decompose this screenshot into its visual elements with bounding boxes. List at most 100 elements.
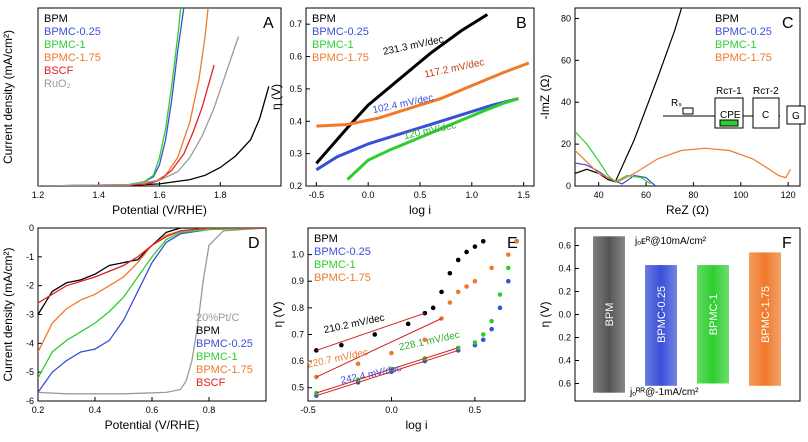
x-tick-label: 1.6 xyxy=(153,190,166,200)
legend-entry: BPMC-0.25 xyxy=(314,246,371,258)
data-point-BPM xyxy=(480,239,486,244)
series-line-BPMC-0.25 xyxy=(315,97,519,172)
tafel-annotation: 210.2 mV/dec xyxy=(323,312,386,336)
data-point-BPMC-1.75 xyxy=(506,252,511,257)
data-point-BPM xyxy=(455,257,461,263)
oer-condition-label: jₒᴇᴿ@10mA/cm² xyxy=(634,236,707,247)
tafel-annotation: 231.3 mV/dec xyxy=(382,34,445,58)
series-line-BPMC-0.25 xyxy=(575,162,656,186)
circuit-label: Rᴄᴛ-1 xyxy=(716,86,742,97)
fit-line xyxy=(316,318,442,378)
panel-letter: F xyxy=(782,235,792,252)
data-point-BPM xyxy=(439,289,444,295)
legend-entry: BPM xyxy=(196,325,220,337)
x-tick-label: 120 xyxy=(781,190,796,200)
panel-letter: D xyxy=(248,235,260,252)
data-point-BPMC-1.75 xyxy=(514,239,519,244)
bar-label: BPM xyxy=(604,303,616,327)
tafel-annotation: 242.4 mV/dec xyxy=(340,363,403,387)
orr-condition-label: jₒᴿᴿ@-1mA/cm² xyxy=(629,387,699,398)
y-tick-label: 0.7 xyxy=(291,329,304,339)
y-axis-label: Current density (mA/cm²) xyxy=(1,247,15,381)
data-point-BPMC-1.75 xyxy=(355,361,361,367)
series-line-BSCF xyxy=(38,228,266,304)
y-tick-label: 0.6 xyxy=(558,241,571,251)
series-line-BPMC-1 xyxy=(346,97,519,181)
c-block xyxy=(752,97,780,129)
data-point-BPMC-1.75 xyxy=(389,350,394,356)
data-point-BPM xyxy=(447,270,453,276)
x-tick-label: 0.5 xyxy=(414,190,427,200)
data-point-BPMC-1.75 xyxy=(455,289,461,295)
legend-entry: BPMC-0.25 xyxy=(196,338,253,350)
data-point-BPM xyxy=(430,305,436,311)
bar-BPM xyxy=(593,236,625,393)
y-tick-label: 20 xyxy=(561,139,571,149)
fit-line xyxy=(316,349,459,397)
data-point-BPMC-0.25 xyxy=(489,326,494,332)
legend-entry: BPMC-1 xyxy=(314,259,356,271)
y-axis-label: -ImZ (Ω) xyxy=(538,75,552,120)
series-line-BPM xyxy=(38,86,270,186)
fit-line xyxy=(316,347,459,394)
data-point-BPMC-1.75 xyxy=(489,265,494,271)
x-tick-label: 1.4 xyxy=(92,190,105,200)
x-tick-label: -0.5 xyxy=(309,190,325,200)
legend-entry: 20%Pt/C xyxy=(196,312,239,324)
series-line-BPM xyxy=(315,13,489,165)
y-tick-label: 0.2 xyxy=(289,181,302,191)
y-tick-label: 0.4 xyxy=(558,264,571,274)
data-point-BPM xyxy=(422,310,428,316)
series-line-BPMC-0.25 xyxy=(38,228,266,393)
y-tick-label: 0 xyxy=(566,181,571,191)
y-tick-label: 60 xyxy=(561,55,571,65)
y-tick-label: -3 xyxy=(26,310,34,320)
y-tick-label: 0.0 xyxy=(558,310,571,320)
circuit-label: CPE xyxy=(720,110,741,121)
y-axis-label: η (V) xyxy=(269,84,283,110)
circuit-label: Rᴄᴛ-2 xyxy=(753,86,779,97)
x-tick-label: 1.2 xyxy=(32,190,45,200)
plot-frame xyxy=(574,7,801,187)
y-tick-label: 0.7 xyxy=(289,19,302,29)
legend-entry: BPMC-1 xyxy=(196,351,238,363)
bar-BPMC-0.25 xyxy=(645,265,677,386)
bar-label: BPMC-1 xyxy=(708,294,720,336)
resistor-rs xyxy=(682,107,694,115)
y-tick-label: 0.2 xyxy=(558,287,571,297)
y-tick-label: 1.0 xyxy=(291,250,304,260)
y-tick-label: 0 xyxy=(29,223,34,233)
legend-entry: BPM xyxy=(312,13,336,25)
data-point-BPMC-1 xyxy=(480,332,486,337)
y-axis-label: η (V) xyxy=(271,301,285,327)
y-tick-label: 40 xyxy=(561,97,571,107)
panel-D: D Potential (V/RHE) Current density (mA/cm… xyxy=(1,223,267,432)
bar-BPMC-1.75 xyxy=(749,252,781,386)
data-point-BPMC-1 xyxy=(472,340,478,345)
legend-entry: BPMC-1.75 xyxy=(44,52,101,64)
series-line-RuO2 xyxy=(38,36,240,186)
x-tick-label: 1.5 xyxy=(517,190,530,200)
x-tick-label: 40 xyxy=(594,190,604,200)
x-axis-label: ReZ (Ω) xyxy=(666,203,709,217)
data-point-BPMC-1.75 xyxy=(472,278,478,284)
x-tick-label: 0.8 xyxy=(203,405,216,415)
panel-A: A Potential (V/RHE) Current density (mA/cm… xyxy=(1,7,282,217)
y-tick-label: 0.9 xyxy=(291,276,304,286)
data-point-BPM xyxy=(372,332,378,337)
y-axis-label: η (V) xyxy=(538,301,552,327)
x-axis-label: Potential (V/RHE) xyxy=(105,418,200,432)
data-point-BPMC-0.25 xyxy=(480,337,486,343)
legend-entry: BPMC-1.75 xyxy=(314,272,371,284)
y-tick-label: 0.2 xyxy=(558,333,571,343)
data-point-BPM xyxy=(464,249,469,255)
x-tick-label: 60 xyxy=(641,190,651,200)
data-point-BPM xyxy=(472,244,478,249)
legend-entry: BPMC-1 xyxy=(44,39,86,51)
y-tick-label: 0.6 xyxy=(558,379,571,389)
equivalent-circuit: Rₛ Rᴄᴛ-1 CPE Rᴄᴛ-2 C G xyxy=(663,86,806,129)
data-point-BPM xyxy=(339,342,344,348)
legend-entry: BPMC-1 xyxy=(715,39,757,51)
y-tick-label: 0.5 xyxy=(291,383,304,393)
